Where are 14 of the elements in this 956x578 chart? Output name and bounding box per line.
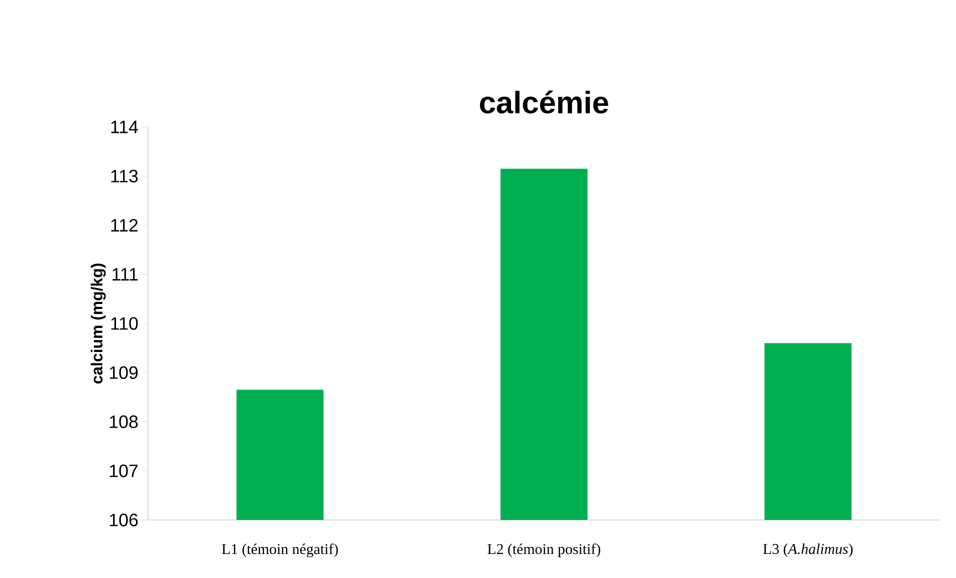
y-tick-label: 107	[110, 464, 138, 478]
y-tick-label: 112	[111, 218, 138, 232]
y-tick-label: 114	[111, 120, 138, 134]
y-axis-title: calcium (mg/kg)	[90, 264, 106, 384]
y-tick-label: 111	[112, 268, 138, 281]
y-tick-label: 109	[110, 366, 138, 379]
y-tick-label: 106	[110, 514, 138, 526]
x-tick-label: L1 (témoin négatif)	[222, 544, 338, 558]
chart-title: calcémie	[480, 90, 608, 114]
x-tick-label: L2 (témoin positif)	[488, 544, 600, 558]
y-tick-label: 108	[110, 415, 138, 428]
y-tick-label: 113	[111, 170, 138, 182]
y-tick-label: 110	[111, 317, 138, 330]
x-tick-label: L3 (A.halimus)	[763, 544, 853, 558]
